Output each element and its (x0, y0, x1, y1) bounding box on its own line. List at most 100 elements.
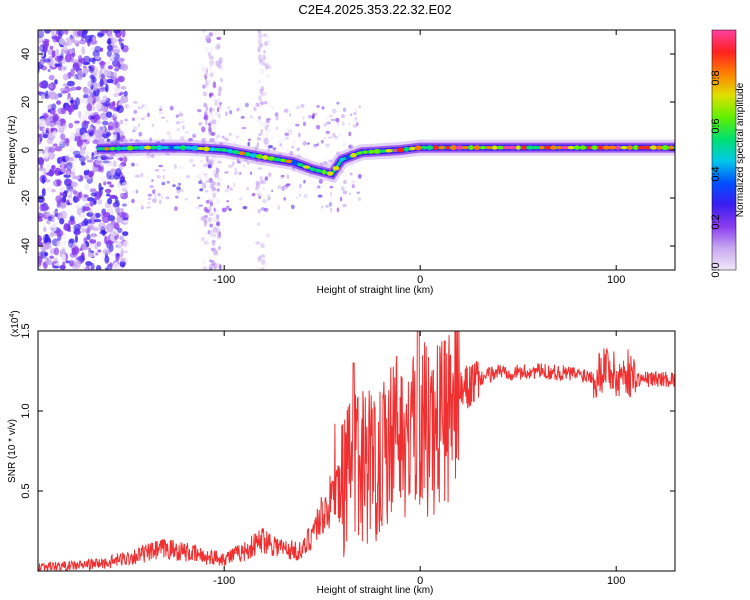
ridge-peak (285, 159, 292, 164)
scatter-blob (242, 164, 246, 168)
noise-blob (115, 121, 120, 129)
noise-stripe-blob (216, 221, 221, 227)
scatter-blob (133, 109, 138, 114)
noise-blob (38, 260, 42, 267)
scatter-blob (155, 129, 159, 133)
noise-stripe-blob (200, 237, 206, 242)
noise-stripe-blob (265, 232, 270, 239)
noise-blob (63, 240, 67, 246)
noise-blob (106, 193, 111, 197)
scatter-blob (221, 207, 227, 213)
scatter-blob (204, 190, 209, 193)
noise-stripe-blob (202, 84, 206, 89)
scatter-blob (251, 192, 256, 197)
scatter-blob (161, 179, 167, 182)
noise-blob (54, 79, 58, 85)
scatter-blob (330, 207, 333, 212)
noise-stripe-blob (263, 262, 268, 268)
ridge-peak (608, 145, 616, 150)
noise-blob (114, 206, 122, 213)
scatter-blob (237, 161, 242, 164)
scatter-blob (225, 111, 228, 117)
ridge-peak (544, 145, 551, 150)
scatter-blob (227, 164, 233, 168)
noise-blob (38, 138, 42, 145)
noise-blob (112, 101, 116, 107)
scatter-blob (132, 101, 138, 104)
noise-blob (43, 30, 51, 34)
noise-stripe-blob (211, 239, 216, 244)
noise-stripe-blob (207, 122, 211, 127)
ridge-peak (297, 163, 304, 167)
noise-blob (83, 194, 89, 198)
scatter-blob (161, 186, 166, 190)
noise-blob (49, 169, 53, 177)
scatter-blob (312, 113, 315, 117)
scatter-blob (152, 198, 157, 204)
scatter-blob (263, 100, 268, 105)
noise-blob (69, 197, 74, 204)
noise-stripe-blob (211, 260, 216, 267)
noise-stripe-blob (259, 175, 263, 180)
ridge-peak (550, 145, 557, 150)
noise-blob (116, 82, 121, 89)
scatter-blob (228, 208, 232, 212)
scatter-blob (313, 143, 317, 148)
noise-stripe-blob (218, 103, 222, 110)
scatter-blob (271, 189, 274, 193)
ridge-peak (462, 145, 469, 150)
scatter-blob (189, 158, 194, 163)
scatter-blob (285, 136, 289, 140)
noise-blob (90, 192, 97, 197)
noise-blob (41, 188, 46, 197)
scatter-blob (131, 117, 135, 122)
noise-blob (70, 132, 75, 142)
scatter-blob (217, 160, 223, 164)
scatter-blob (327, 136, 333, 139)
noise-stripe-blob (200, 216, 206, 221)
noise-blob (40, 93, 46, 100)
noise-blob (116, 105, 124, 114)
scatter-blob (175, 195, 179, 199)
scatter-blob (270, 135, 275, 140)
noise-blob (113, 93, 120, 97)
ridge-peak (143, 145, 152, 150)
scatter-blob (218, 113, 221, 119)
noise-blob (60, 133, 66, 141)
noise-stripe-blob (210, 231, 215, 238)
noise-blob (95, 212, 101, 218)
ridge-peak (591, 145, 598, 150)
scatter-blob (289, 131, 293, 135)
scatter-blob (272, 147, 277, 151)
ridge-peak (356, 151, 363, 155)
scatter-blob (339, 196, 343, 202)
scatter-blob (185, 174, 191, 179)
scatter-blob (125, 191, 129, 196)
scatter-blob (357, 173, 362, 179)
ridge-peak (232, 150, 240, 155)
noise-stripe-blob (257, 30, 261, 34)
ridge-peak (310, 167, 315, 172)
noise-blob (97, 156, 102, 161)
noise-blob (65, 260, 71, 264)
ridge-peak (556, 145, 562, 150)
noise-stripe-blob (212, 192, 216, 199)
snr-frame (37, 330, 676, 572)
noise-blob (104, 156, 110, 160)
scatter-blob (321, 106, 325, 110)
noise-stripe-blob (215, 228, 221, 235)
noise-blob (68, 108, 72, 116)
noise-stripe-blob (203, 240, 209, 245)
scatter-blob (133, 126, 138, 132)
scatter-blob (180, 135, 185, 140)
scatter-blob (324, 156, 328, 160)
noise-blob (64, 30, 69, 35)
noise-blob (107, 44, 113, 51)
noise-blob (47, 68, 51, 73)
noise-blob (38, 133, 42, 138)
scatter-blob (221, 135, 225, 139)
noise-stripe-blob (257, 267, 260, 270)
noise-blob (122, 240, 129, 249)
noise-blob (93, 111, 99, 118)
noise-stripe-blob (259, 121, 263, 127)
